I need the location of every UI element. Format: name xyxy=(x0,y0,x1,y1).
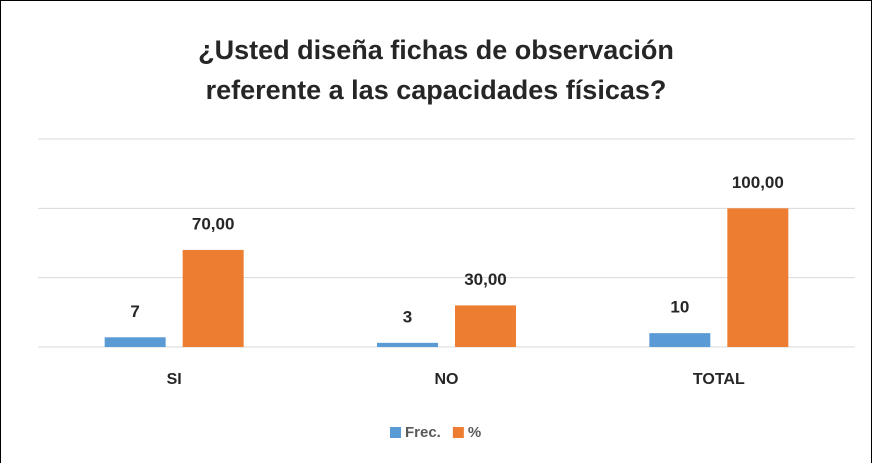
bar xyxy=(104,337,166,347)
data-label: 30,00 xyxy=(464,270,507,289)
bar xyxy=(182,249,244,347)
legend-swatch xyxy=(390,427,401,438)
bar xyxy=(649,333,711,347)
data-label: 3 xyxy=(403,307,412,326)
legend-label: Frec. xyxy=(405,424,441,441)
data-label: 7 xyxy=(130,302,139,321)
x-tick-label: NO xyxy=(435,371,459,388)
data-label: 70,00 xyxy=(192,214,235,233)
bar xyxy=(727,208,789,347)
bar xyxy=(455,305,516,347)
legend-swatch xyxy=(452,427,464,438)
legend-label: % xyxy=(468,424,481,441)
x-tick-label: SI xyxy=(167,371,182,388)
bar xyxy=(377,342,438,347)
chart-title: ¿Usted diseña fichas de observación refe… xyxy=(198,35,674,105)
data-label: 10 xyxy=(670,298,689,317)
data-label: 100,00 xyxy=(732,173,784,192)
x-tick-label: TOTAL xyxy=(693,371,745,388)
